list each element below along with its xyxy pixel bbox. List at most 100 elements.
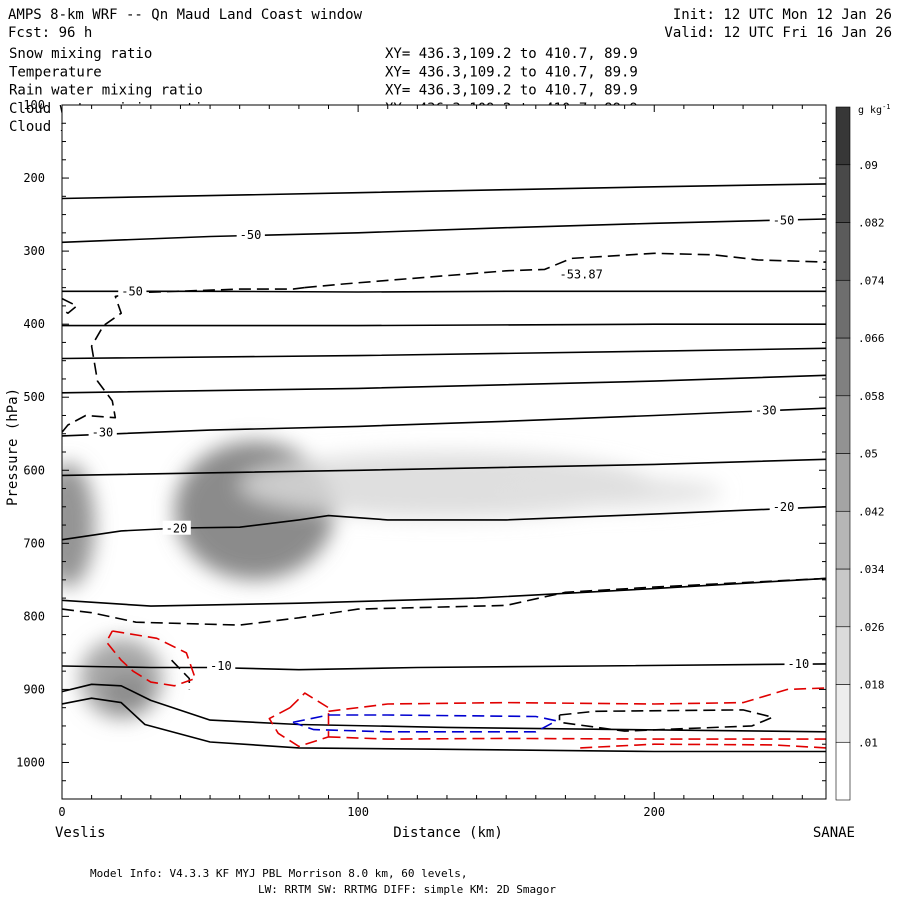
field-xy: XY= 436.3,109.2 to 410.7, 89.9 xyxy=(385,46,638,62)
colorbar-level-label: .026 xyxy=(858,621,885,634)
contour-label-bg xyxy=(769,498,798,513)
colorbar-bin xyxy=(835,222,851,281)
rain-water-contour xyxy=(105,630,197,687)
colorbar-bin xyxy=(835,626,851,685)
contour-label: -53.87 xyxy=(559,267,602,281)
colorbar-bin xyxy=(835,684,851,743)
colorbar-level-label: .01 xyxy=(858,736,878,749)
x-tick-label: 200 xyxy=(643,805,665,819)
contour-label-bg xyxy=(556,266,607,281)
y-tick-label: 900 xyxy=(23,682,45,696)
contour-label-bg xyxy=(236,227,265,242)
colorbar-bin xyxy=(835,279,851,339)
y-axis-label: Pressure (hPa) xyxy=(5,388,21,506)
colorbar-level-label: .05 xyxy=(858,448,878,461)
contour-label-bg xyxy=(784,655,813,670)
temperature-contour xyxy=(62,663,826,671)
colorbar-level-label: .09 xyxy=(858,159,878,172)
temperature-contour xyxy=(62,577,826,607)
colorbar-level-label: .074 xyxy=(858,274,885,287)
rain-water-contour xyxy=(580,743,826,749)
contour-label-bg xyxy=(118,283,147,298)
cloud-ice-contour xyxy=(62,286,305,433)
contour-label: -50 xyxy=(240,228,262,242)
colorbar-bin xyxy=(835,568,851,628)
colorbar-bin xyxy=(835,453,851,512)
contour-label: -30 xyxy=(755,403,777,417)
footer-physics: LW: RRTM SW: RRTMG DIFF: simple KM: 2D S… xyxy=(258,883,556,896)
temperature-contour xyxy=(62,506,826,541)
plot-area: -50 -50 -50 -30 -30 -20 -20 -10 -10 -53.87 100 200… xyxy=(16,98,827,819)
snow-shade-region xyxy=(62,462,95,588)
y-tick-label: 200 xyxy=(23,171,45,185)
forecast-hour: Fcst: 96 h xyxy=(8,25,92,41)
left-endpoint-label: Veslis xyxy=(55,825,106,841)
x-tick-label: 0 xyxy=(58,805,65,819)
field-name: Snow mixing ratio xyxy=(9,46,152,62)
y-tick-label: 300 xyxy=(23,244,45,258)
colorbar-level-label: .058 xyxy=(858,390,885,403)
rain-water-contour xyxy=(328,687,826,713)
cloud-ice-contour xyxy=(558,709,774,732)
valid-time: Valid: 12 UTC Fri 16 Jan 26 xyxy=(664,25,892,41)
contour-label-bg xyxy=(162,520,191,535)
temperature-contour xyxy=(62,683,826,733)
field-name: Temperature xyxy=(9,64,102,80)
temperature-contour xyxy=(62,407,826,437)
snow-shade-region xyxy=(79,638,163,719)
contour-label-bg xyxy=(207,658,236,673)
contour-label: -50 xyxy=(121,284,143,298)
colorbar-level-label: .082 xyxy=(858,217,885,230)
y-tick-label: 1000 xyxy=(16,755,45,769)
init-time: Init: 12 UTC Mon 12 Jan 26 xyxy=(673,7,892,23)
field-xy: XY= 436.3,109.2 to 410.7, 89.9 xyxy=(385,64,638,80)
colorbar-level-label: .066 xyxy=(858,332,885,345)
colorbar-bin xyxy=(835,164,851,223)
contour-label-bg xyxy=(88,424,117,439)
contour-label: -50 xyxy=(773,213,795,227)
rain-water-contour xyxy=(268,692,330,748)
temperature-contour xyxy=(62,374,826,394)
cloud-ice-contour xyxy=(62,577,826,626)
chart-title: AMPS 8-km WRF -- Qn Maud Land Coast wind… xyxy=(8,7,363,23)
temperature-contour xyxy=(62,697,826,753)
colorbar-bin xyxy=(835,337,851,397)
y-tick-label: 500 xyxy=(23,390,45,404)
contour-label: -10 xyxy=(210,659,232,673)
x-tick-label: 100 xyxy=(347,805,369,819)
contour-labels: -50 -50 -50 -30 -30 -20 -20 -10 -10 -53.87 xyxy=(88,212,813,673)
contour-label-bg xyxy=(769,212,798,227)
x-axis-label: Distance (km) xyxy=(393,825,503,841)
contour-label: -10 xyxy=(788,657,810,671)
contour-label-bg xyxy=(751,402,781,417)
axes: 100 200 300 400 500 600 700 800 900 1000 0 100 200 xyxy=(16,98,826,819)
contour-label: -30 xyxy=(92,425,114,439)
colorbar-bin xyxy=(835,741,851,801)
contour-label: -20 xyxy=(166,522,188,536)
contour-label: -20 xyxy=(773,500,795,514)
colorbar: .01 .018 .026 .034 .042 .05 .058 .066 .074 .082 .0… xyxy=(835,106,885,801)
cloud-water-contour xyxy=(292,714,558,733)
colorbar-level-label: .018 xyxy=(858,679,885,692)
temperature-contour xyxy=(62,183,826,200)
temperature-contour xyxy=(62,218,826,244)
contour-layer xyxy=(62,183,826,753)
field-name: Rain water mixing ratio xyxy=(9,83,203,99)
colorbar-level-label: .034 xyxy=(858,563,885,576)
snow-shade-region xyxy=(497,476,723,509)
colorbar-bin xyxy=(835,395,851,454)
cloud-ice-contour xyxy=(62,297,78,314)
colorbar-level-label: .042 xyxy=(858,505,885,518)
y-tick-label: 700 xyxy=(23,536,45,550)
y-tick-label: 800 xyxy=(23,609,45,623)
right-endpoint-label: SANAE xyxy=(813,825,855,841)
footer-model-info: Model Info: V4.3.3 KF MYJ PBL Morrison 8… xyxy=(90,867,468,880)
rain-water-contour xyxy=(328,736,826,740)
snow-shading xyxy=(62,441,723,719)
field-xy: XY= 436.3,109.2 to 410.7, 89.9 xyxy=(385,83,638,99)
temperature-contour xyxy=(62,458,826,477)
y-tick-label: 600 xyxy=(23,463,45,477)
y-tick-label: 100 xyxy=(23,98,45,112)
colorbar-unit: g kg-1 xyxy=(858,103,891,116)
